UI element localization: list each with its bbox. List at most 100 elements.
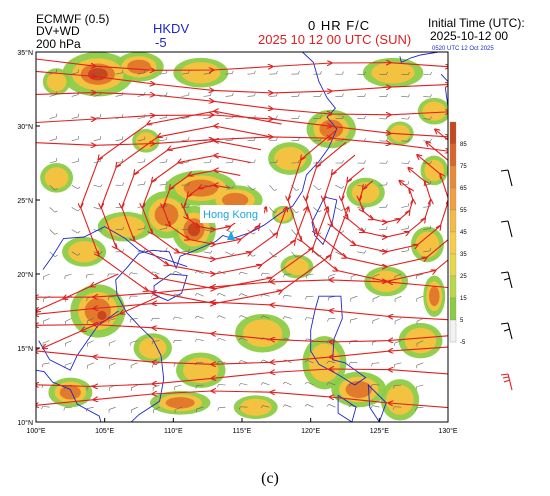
station-barb-flag <box>500 322 509 325</box>
wind-barb <box>394 362 402 365</box>
lon-label: 105°E <box>95 427 114 435</box>
wind-barb <box>49 160 57 164</box>
divergence-patch <box>285 258 309 276</box>
colorbar-label: 15 <box>460 296 467 302</box>
wind-barb <box>71 229 78 234</box>
station-barb-shaft <box>507 271 513 289</box>
forecast-hour-label: 0 HR F/C <box>308 18 371 33</box>
divergence-patch <box>154 203 179 227</box>
colorbar-segment <box>449 143 457 167</box>
wind-barb <box>416 340 424 344</box>
wind-barb <box>71 94 79 97</box>
colorbar-label: 5 <box>460 318 464 324</box>
wind-barb <box>49 94 57 97</box>
colorbar-label: 45 <box>460 230 467 236</box>
valid-time-label: 2025 10 12 00 UTC (SUN) <box>258 32 412 47</box>
wind-barb <box>49 251 56 257</box>
station-barb-flag <box>503 328 511 332</box>
divergence-patch <box>44 167 69 189</box>
station-barb-flag <box>500 220 509 223</box>
hong-kong-pin <box>227 230 236 240</box>
streamline <box>36 58 448 70</box>
station-barb-shaft <box>507 322 513 340</box>
wind-barb <box>43 273 50 278</box>
streamline <box>36 369 448 387</box>
wind-barb <box>394 318 402 322</box>
wind-barb <box>54 232 58 235</box>
station-barb-flag <box>500 271 509 274</box>
lon-label: 130°E <box>438 427 457 435</box>
divergence-patch <box>422 101 447 121</box>
colorbar-label: 85 <box>460 142 467 148</box>
station-barb-shaft <box>507 373 513 391</box>
streamline <box>36 280 448 297</box>
colorbar: 85 75 65 55 45 35 25 15 5 -5 <box>449 121 467 346</box>
divergence-patch <box>221 192 249 208</box>
station-barb-flag <box>502 376 510 379</box>
wind-barb <box>54 188 58 191</box>
divergence-patch <box>138 337 167 359</box>
divergence-patch <box>127 59 151 74</box>
wind-barb <box>71 160 79 164</box>
station-barb-column <box>500 169 513 391</box>
station-barb-shaft <box>507 169 513 187</box>
station-barb-shaft <box>507 220 513 238</box>
wind-barb <box>71 138 79 142</box>
variables-label: DV+WD <box>36 24 80 38</box>
wind-barb <box>217 407 219 411</box>
lon-label: 120°E <box>301 427 320 435</box>
streamline <box>36 391 448 408</box>
lon-label: 115°E <box>233 427 252 435</box>
colorbar-label: 75 <box>460 164 467 170</box>
divergence-patch <box>87 67 108 81</box>
wind-barb <box>415 407 417 411</box>
wind-barb <box>71 207 78 212</box>
station-barb-flag <box>503 379 511 383</box>
lat-label: 30°N <box>17 123 33 131</box>
wind-barb <box>416 362 424 366</box>
colorbar-segment <box>449 165 457 189</box>
colorbar-segment <box>449 187 457 211</box>
colorbar-segment <box>449 231 457 255</box>
wind-barb <box>54 255 58 257</box>
hong-kong-marker: Hong Kong <box>200 205 264 240</box>
wind-barb <box>416 295 424 300</box>
divergence-patch <box>371 62 415 84</box>
station-label: HKDV <box>153 21 190 36</box>
wind-barb <box>394 295 402 300</box>
colorbar-segment <box>449 319 457 343</box>
station-barb-flag <box>500 373 509 376</box>
colorbar-segment <box>449 253 457 277</box>
colorbar-label: 65 <box>460 186 467 192</box>
divergence-patch <box>415 231 440 258</box>
wind-barb <box>71 251 78 256</box>
wind-barb <box>394 340 402 344</box>
divergence-patch <box>59 385 81 400</box>
issued-time: 0520 UTC 12 Oct 2025 <box>432 46 494 52</box>
wind-barb <box>49 207 56 213</box>
init-time-value: 2025-10-12 00 <box>430 29 509 43</box>
streamline <box>36 346 448 364</box>
colorbar-segment <box>449 209 457 233</box>
divergence-patch <box>187 222 201 237</box>
divergence-patch <box>97 310 107 320</box>
station-value: -5 <box>155 35 167 50</box>
wind-barb <box>71 72 79 75</box>
level-label: 200 hPa <box>36 37 81 51</box>
lat-label: 10°N <box>17 419 33 427</box>
streamline <box>36 302 448 321</box>
streamline <box>43 295 160 348</box>
lat-label: 25°N <box>17 197 33 205</box>
colorbar-label: -5 <box>460 340 466 346</box>
divergence-patch <box>404 327 437 354</box>
divergence-patch <box>165 397 195 409</box>
model-label: ECMWF (0.5) <box>36 12 110 26</box>
colorbar-label: 35 <box>460 252 467 258</box>
wind-barb <box>416 318 424 322</box>
colorbar-label: 25 <box>460 274 467 280</box>
divergence-patch <box>68 241 100 263</box>
lon-label: 110°E <box>164 427 183 435</box>
wind-barb <box>392 406 395 410</box>
